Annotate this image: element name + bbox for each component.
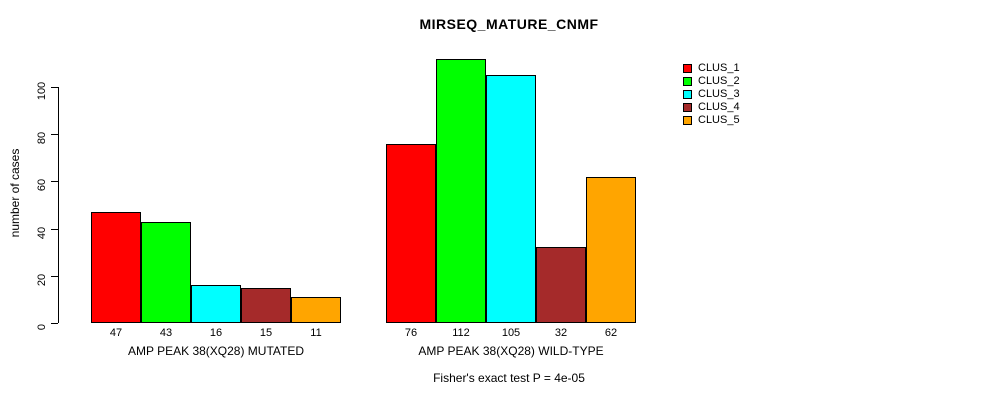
bar-value-label: 47 [109, 327, 123, 339]
bar-value-label: 62 [604, 327, 618, 339]
bar-clus_2-group2 [436, 59, 486, 323]
bar-clus_3-group1 [191, 285, 241, 323]
group-label-2: AMP PEAK 38(XQ28) WILD-TYPE [418, 344, 604, 358]
annotation-text: Fisher's exact test P = 4e-05 [433, 371, 585, 385]
legend-swatch-icon [683, 77, 692, 86]
y-axis-title-text: number of cases [8, 148, 22, 238]
bar-clus_4-group2 [536, 247, 586, 323]
legend: CLUS_1 CLUS_2 CLUS_3 CLUS_4 CLUS_5 [683, 62, 740, 127]
bar-value-label: 15 [259, 327, 273, 339]
y-tick-label-text: 60 [36, 178, 48, 192]
y-tick-mark [51, 134, 58, 135]
y-tick-mark [51, 323, 58, 324]
bar-value-label: 32 [554, 327, 568, 339]
legend-label: CLUS_2 [698, 75, 740, 87]
bar-clus_3-group2 [486, 75, 536, 323]
legend-swatch-icon [683, 90, 692, 99]
y-tick-label-text: 100 [36, 81, 48, 101]
bar-clus_5-group2 [586, 177, 636, 323]
bar-value-label: 112 [452, 327, 470, 339]
y-axis-line [58, 87, 59, 323]
y-tick-mark [51, 229, 58, 230]
legend-swatch-icon [683, 103, 692, 112]
bar-value-label: 16 [209, 327, 223, 339]
y-tick-mark [51, 87, 58, 88]
legend-item-clus_1: CLUS_1 [683, 62, 740, 75]
bar-value-label: 11 [310, 327, 322, 339]
legend-label: CLUS_1 [698, 62, 740, 74]
legend-item-clus_5: CLUS_5 [683, 114, 740, 127]
bar-value-label: 43 [159, 327, 173, 339]
legend-label: CLUS_4 [698, 101, 740, 113]
legend-item-clus_3: CLUS_3 [683, 88, 740, 101]
bar-value-label: 76 [404, 327, 418, 339]
bar-clus_2-group1 [141, 222, 191, 323]
bar-value-label: 105 [501, 327, 521, 339]
group-label-1: AMP PEAK 38(XQ28) MUTATED [127, 344, 305, 358]
bar-clus_5-group1 [291, 297, 341, 323]
bar-clus_1-group2 [386, 144, 436, 323]
y-tick-mark [51, 276, 58, 277]
legend-label: CLUS_3 [698, 88, 740, 100]
y-tick-label-text: 40 [36, 226, 48, 240]
legend-item-clus_2: CLUS_2 [683, 75, 740, 88]
legend-swatch-icon [683, 64, 692, 73]
y-tick-label-text: 20 [36, 273, 48, 287]
y-tick-label-text: 80 [36, 131, 48, 145]
y-tick-mark [51, 181, 58, 182]
y-tick-label-text: 0 [36, 323, 48, 331]
bar-clus_1-group1 [91, 212, 141, 323]
legend-label: CLUS_5 [698, 114, 740, 126]
legend-item-clus_4: CLUS_4 [683, 101, 740, 114]
bar-clus_4-group1 [241, 288, 291, 323]
chart-title: MIRSEQ_MATURE_CNMF [419, 16, 599, 32]
legend-swatch-icon [683, 116, 692, 125]
